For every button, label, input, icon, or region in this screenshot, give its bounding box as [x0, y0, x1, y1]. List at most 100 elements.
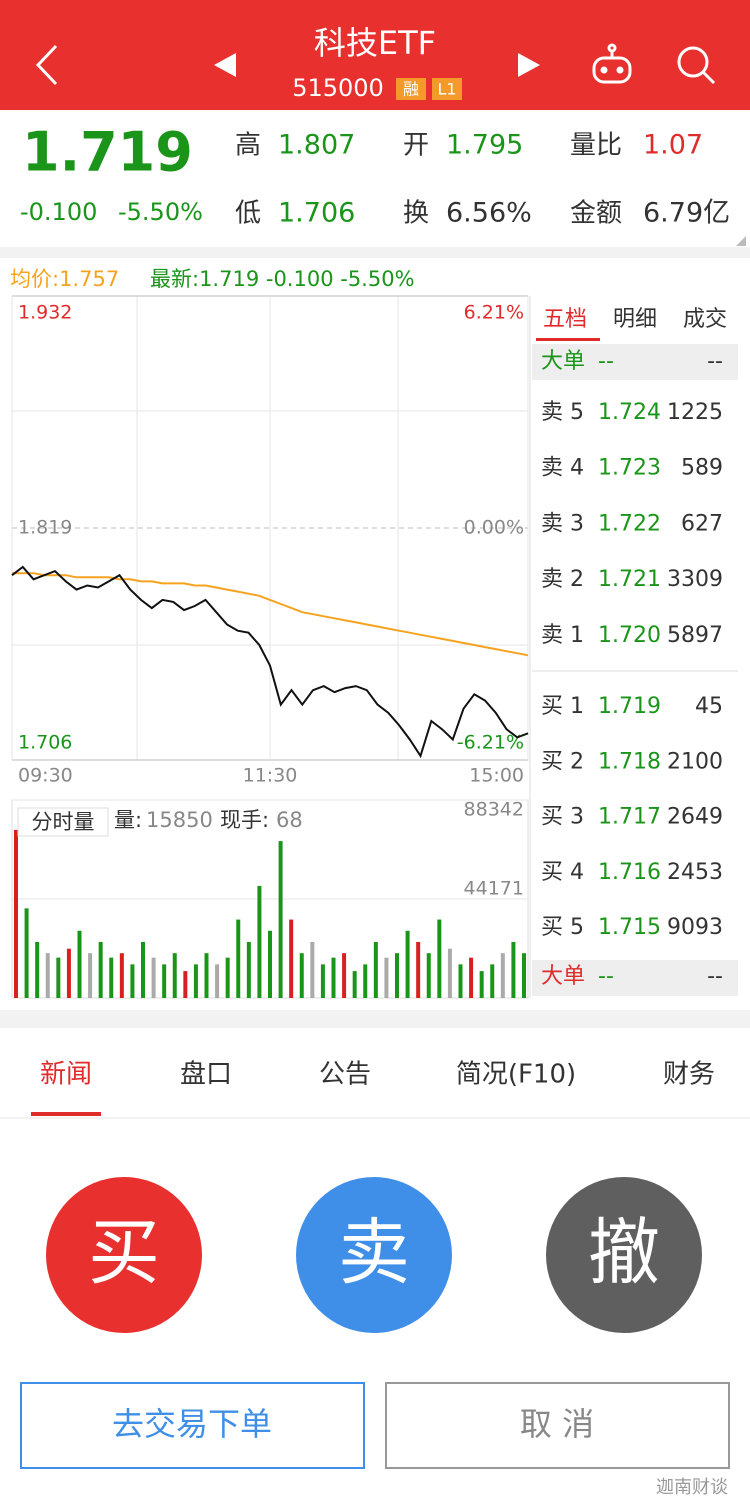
back-button[interactable]: [35, 44, 58, 86]
book-label: 卖 4: [541, 456, 584, 481]
stat-value: 1.07: [643, 130, 703, 161]
cancel-label: 撤: [588, 1211, 660, 1295]
volume-bar: [458, 964, 463, 998]
book-label: 卖 2: [541, 567, 584, 592]
volume-bar: [511, 941, 516, 998]
volume-bar: [426, 953, 431, 998]
book-label: 卖 5: [541, 400, 584, 425]
watermark: 迦南财谈: [656, 1477, 728, 1498]
prev-button[interactable]: [214, 53, 236, 77]
trade-button[interactable]: [20, 1382, 365, 1469]
y-tick-label: 1.932: [18, 302, 72, 324]
x-tick-label: 09:30: [18, 765, 73, 787]
volume-bar: [151, 957, 156, 998]
volume-bar: [88, 953, 93, 998]
dismiss-button[interactable]: [385, 1382, 730, 1469]
book-volume: 5897: [667, 623, 723, 648]
robot-icon[interactable]: [592, 43, 632, 84]
tab[interactable]: 简况(F10): [456, 1060, 576, 1090]
book-volume: --: [707, 964, 723, 989]
book-price: 1.719: [598, 694, 661, 719]
volume-bar: [310, 941, 315, 998]
y2-tick-label: 0.00%: [464, 517, 524, 539]
stat-label: 金额: [570, 199, 622, 229]
book-label: 卖 3: [541, 511, 584, 536]
book-volume: 2100: [667, 749, 723, 774]
volume-bar: [236, 919, 241, 998]
sell-label: 卖: [338, 1211, 410, 1295]
volume-bar: [416, 941, 421, 998]
volume-bar: [278, 841, 283, 998]
buy-button[interactable]: [46, 1177, 202, 1333]
volume-bar: [215, 964, 220, 998]
stat-label: 换: [403, 199, 429, 229]
book-volume: 45: [695, 694, 723, 719]
book-price: 1.720: [598, 623, 661, 648]
stat-value: 1.795: [446, 130, 523, 161]
sell-button[interactable]: [296, 1177, 452, 1333]
big-row-bg: [532, 344, 738, 380]
title: 科技ETF: [314, 24, 436, 62]
volume-stat-label: 现手:: [220, 808, 269, 832]
volume-title-box: [17, 807, 109, 837]
y-tick-label: 88342: [464, 799, 524, 821]
volume-stat-label: 量:: [114, 808, 142, 832]
volume-bar: [331, 957, 336, 998]
volume-bar: [352, 971, 357, 998]
stat-label: 量比: [570, 131, 622, 161]
volume-bar: [183, 971, 188, 998]
separator: [0, 247, 750, 258]
book-price: 1.722: [598, 511, 661, 536]
stat-label: 高: [235, 131, 261, 161]
y-tick-label: 1.706: [18, 732, 72, 754]
volume-stat-value: 15850: [146, 808, 213, 832]
book-volume: --: [707, 349, 723, 374]
volume-bar: [141, 941, 145, 998]
stat-value: 6.56%: [446, 198, 532, 229]
next-button[interactable]: [518, 53, 540, 77]
volume-bar: [193, 964, 198, 998]
tab[interactable]: 新闻: [40, 1060, 92, 1090]
code: 515000: [292, 74, 384, 102]
volume-bar: [246, 941, 251, 998]
search-icon[interactable]: [677, 46, 716, 85]
volume-bar: [289, 919, 294, 998]
book-volume: 2649: [667, 805, 723, 830]
tab-underline: [536, 338, 600, 341]
volume-stat-value: 68: [276, 808, 303, 832]
buy-label: 买: [88, 1211, 160, 1295]
volume-bar: [45, 953, 50, 998]
tab[interactable]: 公告: [319, 1060, 371, 1090]
tab[interactable]: 盘口: [180, 1060, 232, 1090]
volume-bar: [130, 964, 135, 998]
tab[interactable]: 财务: [663, 1060, 715, 1090]
header-bar: [0, 0, 750, 110]
volume-bar: [522, 953, 526, 998]
book-price: 1.723: [598, 456, 661, 481]
stat-value: 1.807: [278, 130, 355, 161]
volume-bar: [342, 953, 347, 998]
book-label: 买 1: [541, 694, 584, 719]
book-label: 买 2: [541, 749, 584, 774]
dismiss-label: 取 消: [520, 1405, 594, 1443]
volume-bar: [384, 957, 389, 998]
x-tick-label: 15:00: [469, 765, 524, 787]
book-label: 大单: [541, 349, 585, 374]
volume-bar: [257, 885, 262, 998]
volume-bar: [320, 964, 325, 998]
cancel-button[interactable]: [546, 1177, 702, 1333]
book-label: 卖 1: [541, 623, 584, 648]
tab-underline: [31, 1112, 101, 1116]
book-label: 买 3: [541, 805, 584, 830]
change: -0.100: [20, 198, 97, 226]
book-price: 1.724: [598, 400, 661, 425]
book-label: 买 5: [541, 915, 584, 940]
book-volume: 589: [681, 456, 723, 481]
book-tab: 成交: [683, 307, 727, 332]
book-tab: 五档: [543, 307, 587, 332]
stat-label: 低: [235, 199, 261, 229]
volume-bar: [24, 908, 29, 998]
volume-bar: [405, 930, 410, 998]
badge: L1: [437, 80, 456, 99]
